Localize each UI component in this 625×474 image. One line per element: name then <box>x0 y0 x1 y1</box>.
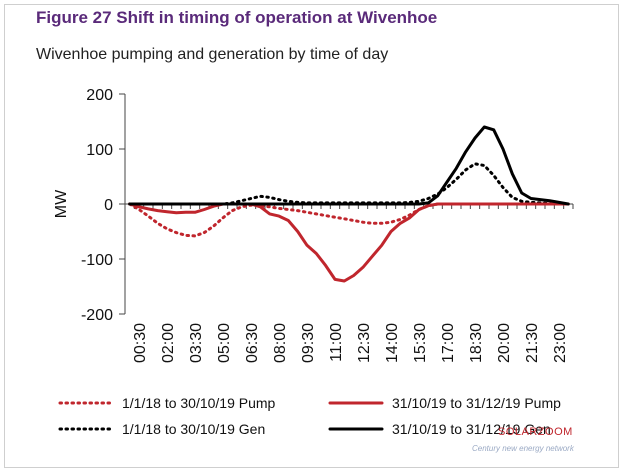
x-tick-label: 03:30 <box>188 323 205 363</box>
figure-subtitle: Wivenhoe pumping and generation by time … <box>36 46 389 63</box>
x-tick-label: 21:30 <box>524 323 541 363</box>
x-tick-label: 11:00 <box>328 323 345 362</box>
x-tick-label: 18:30 <box>468 323 485 363</box>
legend-label-1: 31/10/19 to 31/12/19 Pump <box>392 395 561 411</box>
y-tick-label: 200 <box>86 87 113 104</box>
series-line-3 <box>128 125 570 206</box>
x-tick-label: 20:00 <box>496 323 513 363</box>
y-tick-label: 100 <box>86 142 113 159</box>
series-line-1 <box>128 202 570 283</box>
x-tick-label: 00:30 <box>132 323 149 363</box>
legend-label-0: 1/1/18 to 30/10/19 Pump <box>122 395 276 411</box>
watermark-logo-text: SOLARZOOM <box>498 426 573 438</box>
x-tick-label: 08:00 <box>272 323 289 363</box>
y-tick-label: -200 <box>81 307 113 324</box>
legend-label-3: 31/10/19 to 31/12/19 Gen <box>392 421 551 437</box>
x-tick-label: 06:30 <box>244 323 261 363</box>
x-tick-label: 17:00 <box>440 323 457 363</box>
y-axis-label: MW <box>53 189 70 218</box>
x-tick-label: 05:00 <box>216 323 233 363</box>
legend-label-2: 1/1/18 to 30/10/19 Gen <box>122 421 265 437</box>
x-tick-label: 23:00 <box>552 323 569 363</box>
x-tick-label: 15:30 <box>412 323 429 363</box>
x-tick-label: 14:00 <box>384 323 401 363</box>
series-line-2 <box>128 162 570 206</box>
y-tick-label: 0 <box>104 197 113 214</box>
figure-title: Figure 27 Shift in timing of operation a… <box>36 8 438 27</box>
x-tick-label: 12:30 <box>356 323 373 363</box>
watermark-subtext: Century new energy network <box>472 444 574 453</box>
x-tick-label: 09:30 <box>300 323 317 363</box>
figure-frame <box>4 4 619 468</box>
x-tick-label: 02:00 <box>160 323 177 363</box>
y-tick-label: -100 <box>81 252 113 269</box>
